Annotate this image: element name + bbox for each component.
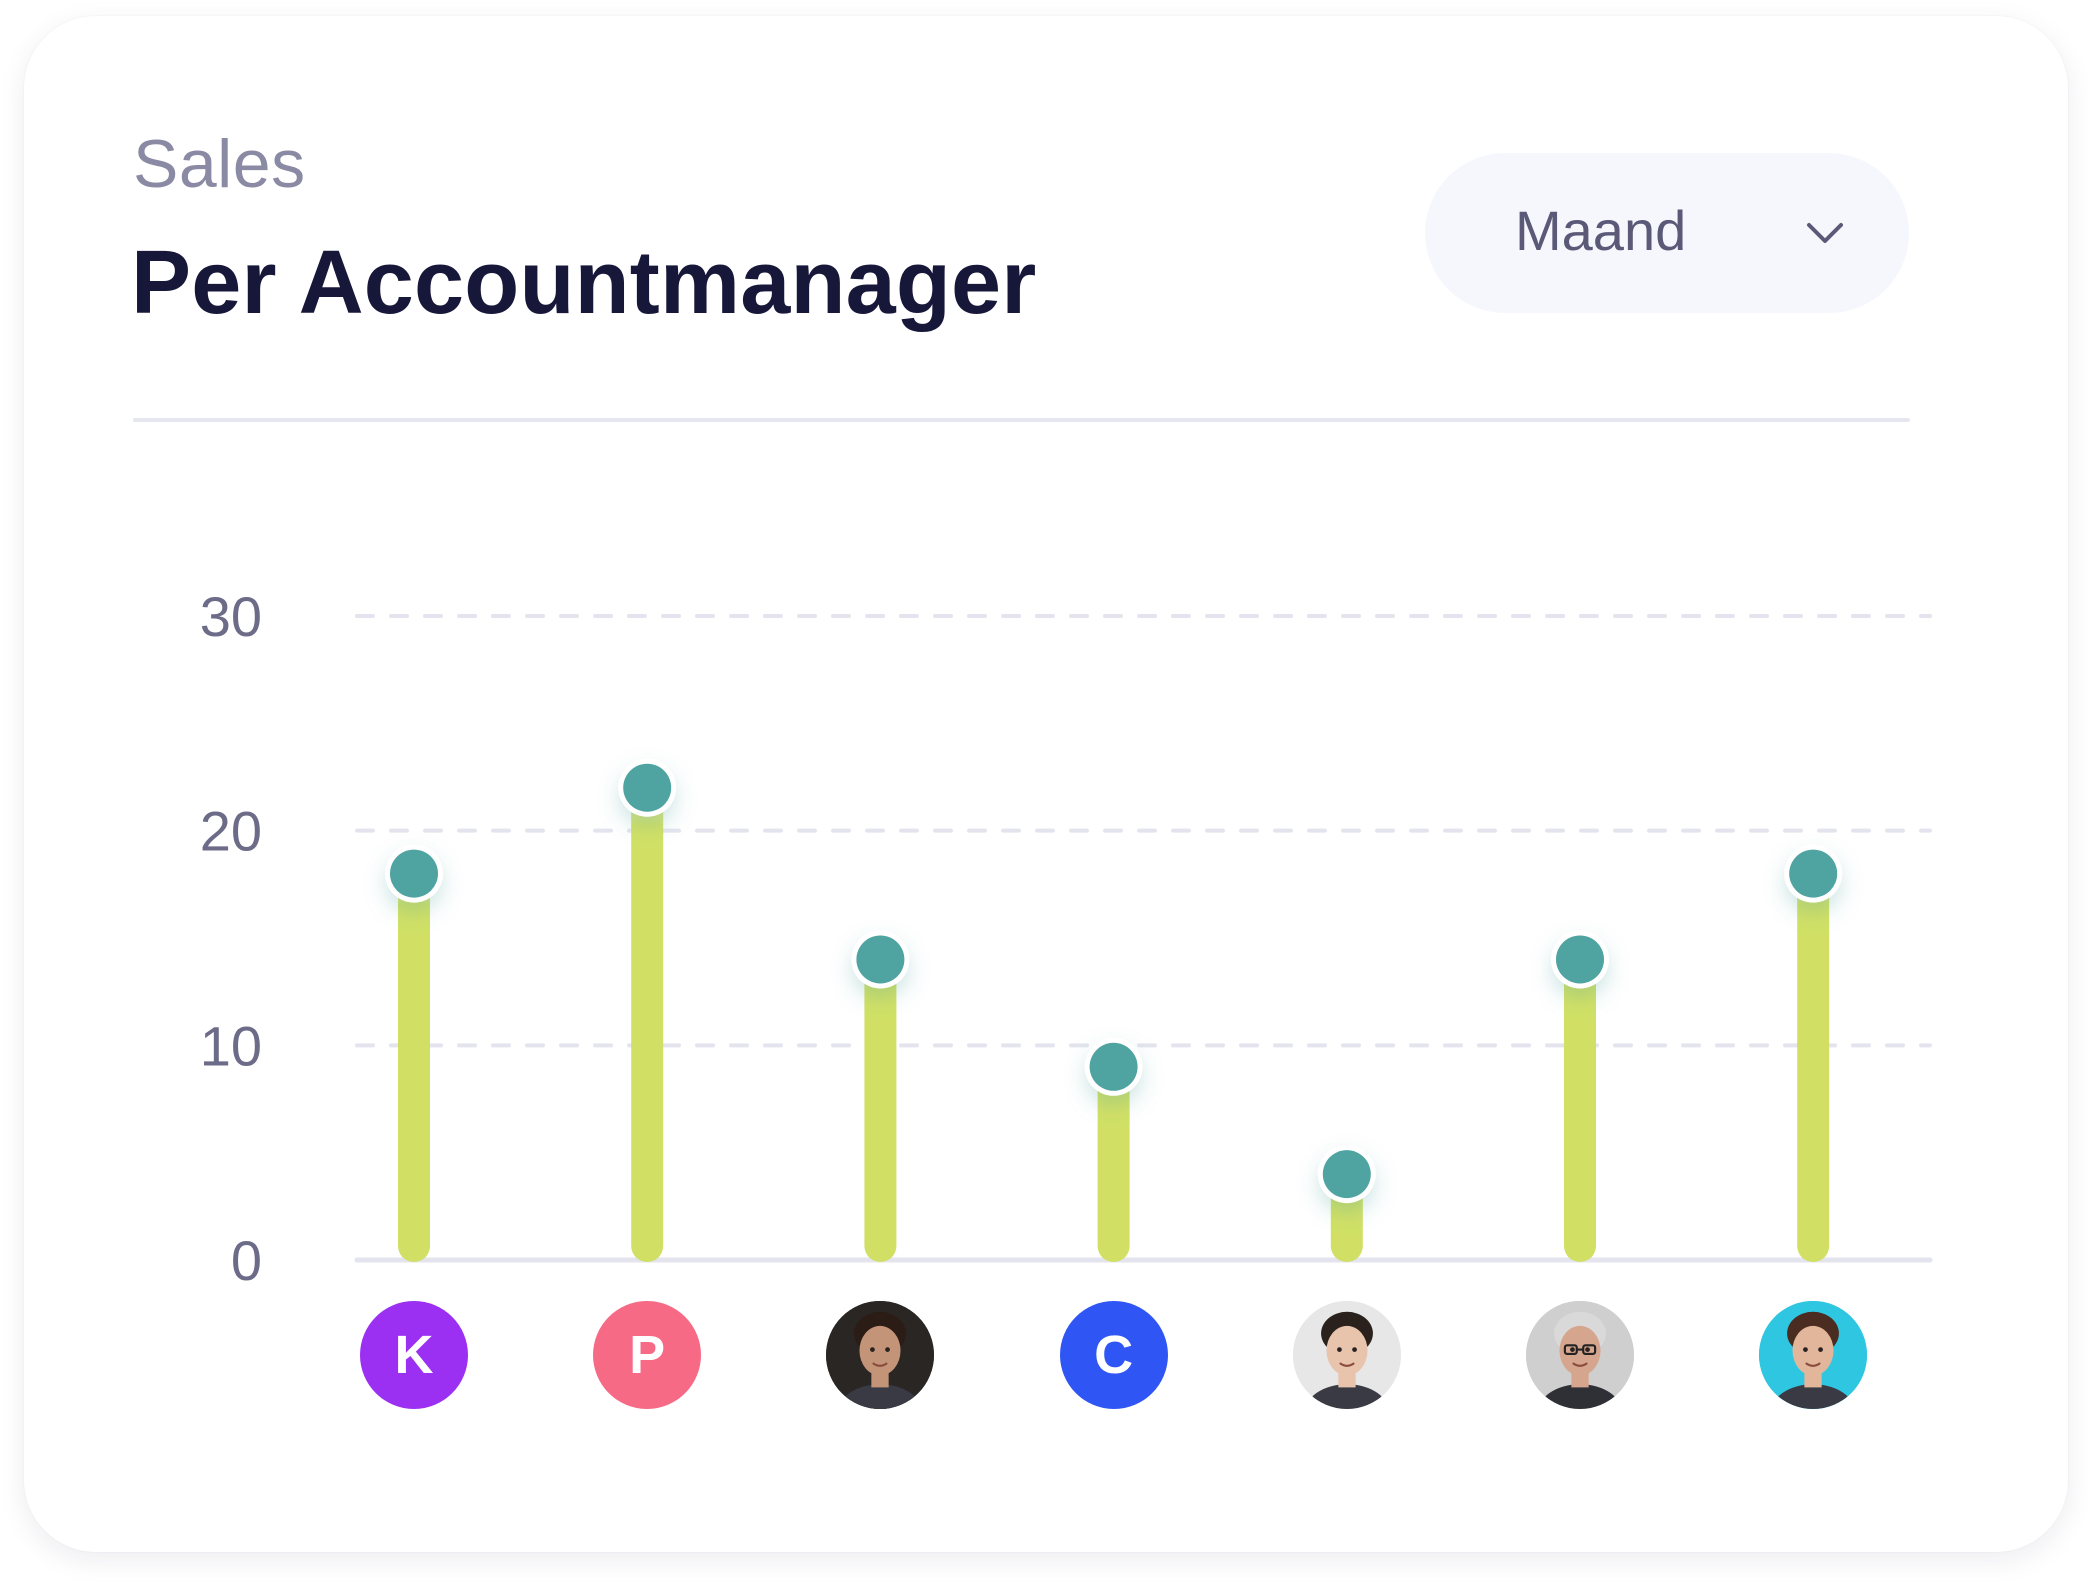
card-eyebrow: Sales (133, 126, 306, 202)
y-tick-label: 20 (200, 800, 262, 863)
bar-highlight (1797, 873, 1830, 1262)
avatar-letter: C (1094, 1325, 1134, 1385)
period-dropdown-value: Maand (1515, 199, 1687, 262)
avatar-letter: P (629, 1325, 666, 1385)
period-dropdown[interactable]: Maand (1425, 153, 1909, 313)
older-man-portrait-icon (1526, 1301, 1634, 1409)
chevron-down-icon (1807, 223, 1843, 243)
avatar-initial[interactable]: C (1059, 1301, 1168, 1409)
y-axis-ticks: 0 10 20 30 (200, 585, 262, 1292)
gridlines (354, 614, 1933, 1263)
bar-marker (1322, 1150, 1371, 1199)
bar-group (1551, 930, 1609, 1262)
y-tick-label: 30 (200, 585, 262, 648)
woman-portrait-icon (1759, 1301, 1868, 1409)
bar-highlight (1097, 1066, 1130, 1262)
bar-highlight (864, 959, 897, 1262)
avatar-photo[interactable] (1759, 1301, 1868, 1409)
avatar-photo[interactable] (1292, 1301, 1401, 1409)
bar-group (1784, 844, 1843, 1262)
bar-marker (390, 849, 438, 898)
header-divider (133, 418, 1910, 422)
bar-group (385, 844, 443, 1262)
bar-group (1084, 1037, 1143, 1262)
man-portrait-icon (826, 1301, 935, 1409)
bar-marker (1789, 849, 1838, 898)
avatar-photo[interactable] (1526, 1301, 1634, 1409)
woman-portrait-icon (1292, 1301, 1401, 1409)
avatar-initial[interactable]: K (360, 1301, 468, 1409)
avatar-photo[interactable] (826, 1301, 935, 1409)
bar-highlight (631, 787, 664, 1262)
avatar-letter: K (394, 1325, 434, 1385)
bar-group (851, 930, 910, 1262)
bar-highlight (1564, 959, 1596, 1262)
bar-marker (623, 763, 672, 812)
bar-marker (1089, 1042, 1138, 1091)
bars (385, 758, 1843, 1262)
avatar-initial[interactable]: P (593, 1301, 702, 1409)
bar-marker (1556, 935, 1604, 984)
y-tick-label: 10 (200, 1014, 262, 1077)
y-tick-label: 0 (231, 1229, 262, 1292)
bar-marker (856, 935, 905, 984)
bar-group (1317, 1145, 1376, 1262)
card-title: Per Accountmanager (131, 233, 1037, 333)
bar-highlight (398, 873, 430, 1262)
bar-group (618, 758, 677, 1262)
